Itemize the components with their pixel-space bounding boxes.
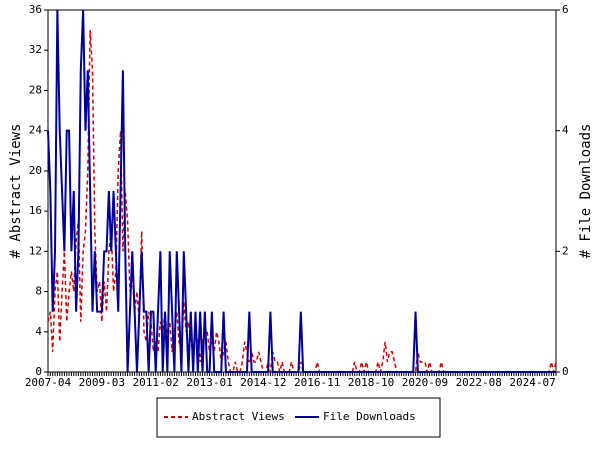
plot-area [47,9,557,373]
y-tick-label: 32 [29,43,42,56]
x-tick-label: 2007-04 [25,376,72,389]
x-tick-label: 2011-02 [133,376,179,389]
y-tick-label: 0 [35,365,42,378]
y-tick-label: 8 [35,285,42,298]
legend-label: Abstract Views [192,410,285,423]
y2-tick-label: 2 [562,244,569,257]
x-tick-label: 2013-01 [186,376,232,389]
y-tick-label: 20 [29,164,42,177]
x-tick-label: 2009-03 [79,376,125,389]
x-tick-label: 2022-08 [456,376,502,389]
series-line [47,9,556,373]
y-tick-label: 12 [29,244,42,257]
x-tick-label: 2014-12 [240,376,286,389]
y-tick-label: 4 [35,325,42,338]
y2-axis-label: # File Downloads [578,124,594,259]
x-tick-label: 2018-10 [348,376,394,389]
y-axis-label: # Abstract Views [8,124,24,259]
x-tick-label: 2024-07 [509,376,555,389]
x-tick-label: 2016-11 [294,376,340,389]
y2-tick-label: 4 [562,124,569,137]
y2-tick-label: 0 [562,365,569,378]
y2-tick-label: 6 [562,3,569,16]
y-tick-label: 36 [29,3,42,16]
legend-label: File Downloads [323,410,416,423]
x-tick-label: 2020-09 [402,376,448,389]
y-tick-label: 24 [29,124,43,137]
y-tick-label: 28 [29,83,42,96]
y-tick-label: 16 [29,204,42,217]
